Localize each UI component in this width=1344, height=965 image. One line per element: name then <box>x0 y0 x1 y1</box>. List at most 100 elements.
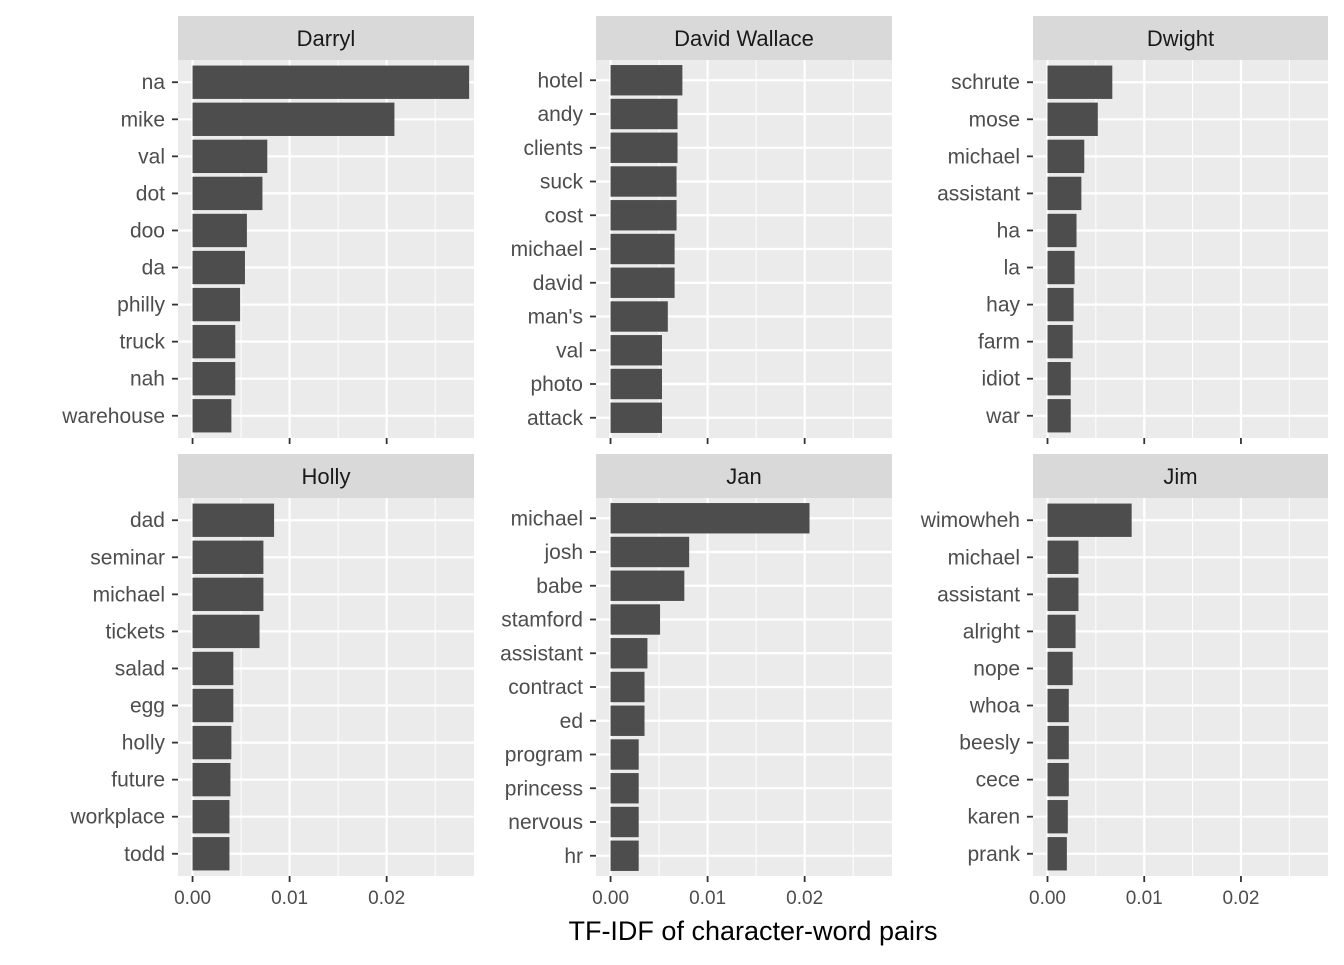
bar <box>192 176 263 211</box>
facet-strip <box>1033 16 1328 60</box>
bar <box>192 65 470 99</box>
y-tick-label: princess <box>505 777 583 800</box>
bar <box>1047 837 1067 871</box>
bar <box>1047 250 1075 285</box>
facet-title: Darryl <box>297 26 356 51</box>
y-tick-label: da <box>142 257 166 280</box>
x-tick-label: 0.01 <box>689 888 726 909</box>
bar <box>192 362 236 396</box>
facet-title: Jan <box>726 464 761 489</box>
bar <box>610 233 675 265</box>
y-tick-label: la <box>1004 257 1021 280</box>
bar <box>192 800 230 834</box>
bar <box>610 267 675 298</box>
y-tick-label: philly <box>117 294 165 317</box>
y-tick-label: hotel <box>537 69 583 92</box>
bar <box>610 638 648 669</box>
facet-strip <box>178 454 474 498</box>
y-tick-label: mike <box>121 108 165 131</box>
bar <box>192 324 236 359</box>
bar <box>192 540 264 574</box>
y-tick-label: karen <box>967 806 1020 829</box>
bar <box>610 570 685 601</box>
y-tick-label: future <box>111 769 165 792</box>
y-tick-label: josh <box>543 541 583 564</box>
bar <box>1047 213 1077 248</box>
bar <box>610 840 639 871</box>
facet-title: Dwight <box>1147 26 1214 51</box>
bar <box>192 651 234 686</box>
y-tick-label: clients <box>523 137 583 160</box>
x-tick-label: 0.00 <box>592 888 629 909</box>
facet-title: Holly <box>302 464 351 489</box>
y-tick-label: na <box>142 71 166 94</box>
y-tick-label: dot <box>136 182 165 205</box>
y-tick-label: holly <box>122 732 166 755</box>
bar <box>610 335 662 366</box>
bar <box>610 536 690 568</box>
x-tick-label: 0.02 <box>1222 888 1259 909</box>
y-tick-label: egg <box>130 695 165 718</box>
y-tick-label: nope <box>973 657 1020 680</box>
bar <box>1047 102 1098 136</box>
facet-title: Jim <box>1163 464 1197 489</box>
y-tick-label: suck <box>540 171 584 194</box>
bar <box>192 139 268 174</box>
bar <box>1047 139 1085 174</box>
facet-panel: Jim wimowheh michael assistant alright nope wh… <box>920 454 1328 909</box>
y-tick-label: program <box>505 744 583 767</box>
facet-strip <box>1033 454 1328 498</box>
y-tick-label: photo <box>530 373 583 396</box>
panel-background <box>1033 498 1328 876</box>
y-tick-label: hr <box>564 845 583 868</box>
y-tick-label: beesly <box>959 732 1020 755</box>
bar <box>192 250 245 285</box>
y-tick-label: hay <box>986 294 1020 317</box>
y-tick-label: salad <box>115 657 165 680</box>
y-tick-label: truck <box>119 331 165 354</box>
bar <box>192 102 395 136</box>
bar <box>1047 762 1069 797</box>
y-tick-label: cece <box>976 769 1020 792</box>
y-tick-label: idiot <box>981 368 1020 391</box>
bar <box>1047 362 1071 396</box>
bar <box>610 773 639 804</box>
y-tick-label: nah <box>130 368 165 391</box>
bar <box>192 837 230 871</box>
bar <box>1047 688 1069 723</box>
y-tick-label: cost <box>544 204 583 227</box>
bar <box>610 604 661 635</box>
facet-strip <box>596 16 892 60</box>
facet-panel: Darryl na mike val dot doo da philly truck nah war… <box>61 16 474 444</box>
y-tick-label: babe <box>536 575 583 598</box>
y-tick-label: alright <box>963 620 1020 643</box>
bar <box>610 65 683 96</box>
bar <box>1047 800 1068 834</box>
facet-panel: Dwight schrute mose michael assistant ha la hay… <box>937 16 1328 444</box>
x-tick-label: 0.01 <box>271 888 308 909</box>
y-tick-label: war <box>985 405 1020 428</box>
y-tick-label: assistant <box>937 583 1020 606</box>
facet-panel: Holly dad seminar michael tickets salad egg hol… <box>69 454 474 909</box>
bar <box>610 671 645 703</box>
bar <box>1047 651 1073 686</box>
y-tick-label: tickets <box>105 620 165 643</box>
bar <box>192 213 247 248</box>
bar <box>1047 176 1082 211</box>
y-tick-label: ha <box>997 219 1021 242</box>
bar <box>1047 65 1113 99</box>
bar <box>1047 614 1076 649</box>
bar <box>192 577 264 612</box>
facet-title: David Wallace <box>674 26 814 51</box>
facet-strip <box>596 454 892 498</box>
bar <box>610 402 662 433</box>
bar <box>192 762 231 797</box>
y-tick-label: david <box>533 272 583 295</box>
y-tick-label: workplace <box>69 806 165 829</box>
bar <box>1047 540 1079 574</box>
x-tick-label: 0.00 <box>1029 888 1066 909</box>
x-axis-title: TF-IDF of character-word pairs <box>568 916 937 946</box>
bar <box>610 98 678 130</box>
